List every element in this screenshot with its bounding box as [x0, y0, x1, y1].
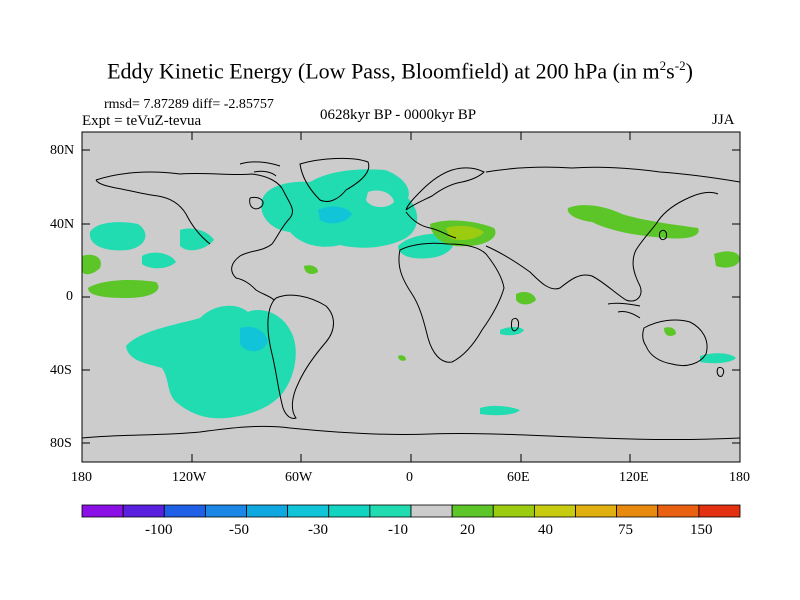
- lat-label-80n: 80N: [50, 143, 75, 158]
- colorbar-box-10: [451, 504, 494, 518]
- stats-text: rmsd= 7.87289 diff= -2.85757: [104, 97, 274, 112]
- lat-label-0: 0: [66, 289, 73, 304]
- colorbar-box-5: [246, 504, 289, 518]
- colorbar-box-13: [575, 504, 618, 518]
- period-label: 0628kyr BP - 0000kyr BP: [320, 107, 477, 123]
- colorbar-box-4: [204, 504, 247, 518]
- colorbar-label-7: 75: [618, 522, 633, 538]
- colorbar-box-7: [328, 504, 371, 518]
- season-label: JJA: [712, 112, 735, 128]
- colorbar-box-8: [369, 504, 412, 518]
- colorbar-box-2: [122, 504, 165, 518]
- asia-coast: [485, 166, 741, 302]
- colorbar-label-3: -30: [308, 522, 328, 538]
- med-yellowgreen-anomaly: [446, 225, 484, 240]
- lon-label-120w: 120W: [172, 470, 207, 485]
- antarctica-coast: [81, 425, 741, 440]
- south-pacific-core: [240, 326, 268, 352]
- map-panel: [82, 132, 740, 462]
- greenland-coast: [299, 157, 370, 203]
- africa-coast: [398, 242, 505, 363]
- lon-label-180w: 180: [71, 470, 92, 485]
- lat-label-40n: 40N: [50, 217, 75, 232]
- dateline-green: [714, 251, 740, 268]
- colorbar: [81, 504, 741, 518]
- colorbar-box-1: [81, 504, 124, 518]
- colorbar-box-6: [287, 504, 330, 518]
- east-asia-anomaly: [567, 205, 699, 239]
- pacific-small-green: [304, 265, 318, 274]
- indian-ocean-green: [516, 292, 536, 305]
- north-atlantic-core: [318, 206, 352, 224]
- lon-label-60w: 60W: [285, 470, 313, 485]
- map-title: Eddy Kinetic Energy (Low Pass, Bloomfiel…: [107, 58, 693, 84]
- colorbar-label-4: -10: [388, 522, 408, 538]
- australia-coast: [642, 319, 708, 367]
- south-indian-green: [398, 355, 406, 361]
- colorbar-label-5: 20: [460, 522, 475, 538]
- colorbar-box-9: [410, 504, 453, 518]
- colorbar-label-6: 40: [538, 522, 553, 538]
- indian-ocean-anomaly: [500, 327, 524, 336]
- east-pacific-green-1: [82, 254, 101, 275]
- pacific-cyan-anomaly-2: [180, 228, 214, 251]
- colorbar-box-11: [492, 504, 535, 518]
- coastlines: [81, 157, 741, 440]
- south-atlantic-anomaly: [480, 405, 520, 416]
- pacific-cyan-anomaly-3: [142, 252, 176, 269]
- colorbar-label-2: -50: [229, 522, 249, 538]
- lon-label-120e: 120E: [619, 470, 649, 485]
- lon-label-180e: 180: [729, 470, 750, 485]
- pacific-cyan-anomaly-1: [89, 222, 146, 251]
- lon-label-60e: 60E: [507, 470, 530, 485]
- colorbar-box-16: [698, 504, 741, 518]
- colorbar-box-3: [163, 504, 206, 518]
- colorbar-box-15: [657, 504, 700, 518]
- north-america-coast: [95, 171, 293, 301]
- colorbar-label-8: 150: [690, 522, 713, 538]
- experiment-label: Expt = teVuZ-tevua: [82, 113, 202, 129]
- australia-south-anomaly: [700, 353, 736, 364]
- lat-label-80s: 80S: [50, 436, 72, 451]
- south-america-coast: [267, 294, 334, 419]
- colorbar-box-14: [616, 504, 659, 518]
- colorbar-box-12: [533, 504, 576, 518]
- europe-coast: [405, 167, 485, 239]
- lat-label-40s: 40S: [50, 363, 72, 378]
- anomaly-regions: [82, 169, 740, 419]
- australia-green: [664, 327, 676, 336]
- lon-label-0: 0: [406, 470, 413, 485]
- map-frame: [81, 131, 741, 463]
- atlantic-gap: [366, 190, 394, 208]
- east-pacific-green-2: [88, 280, 159, 298]
- colorbar-label-1: -100: [145, 522, 173, 538]
